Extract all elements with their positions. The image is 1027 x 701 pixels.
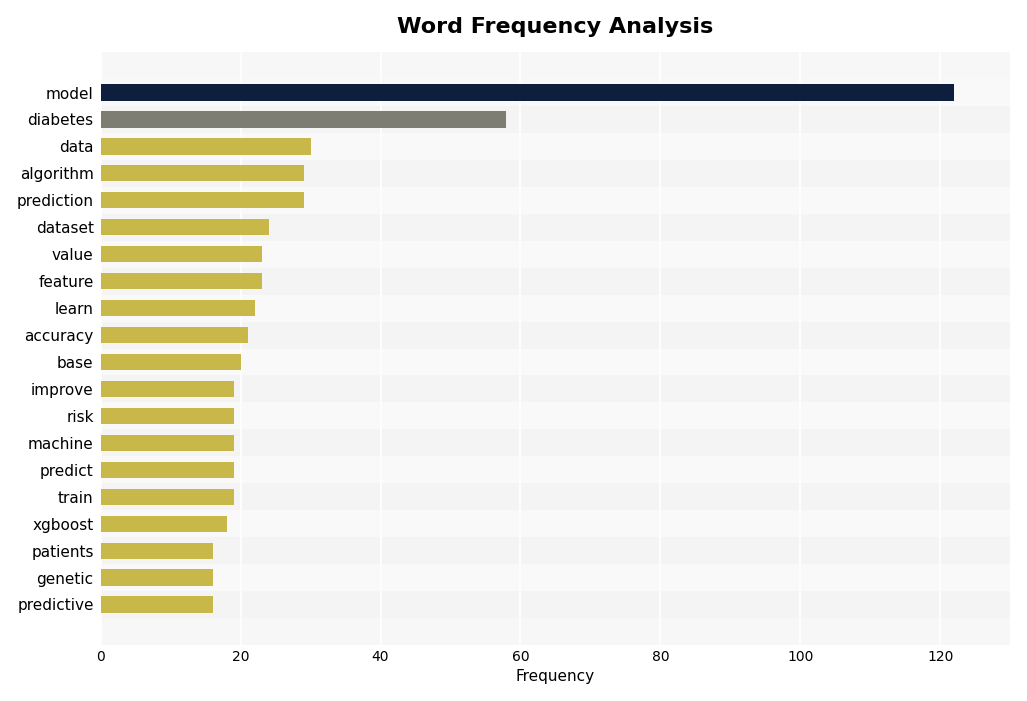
Bar [101,192,304,208]
Bar [101,510,1011,537]
Bar [101,381,233,397]
Bar [101,462,233,478]
Bar [101,564,1011,591]
Bar [101,111,506,128]
Bar [101,456,1011,483]
Bar [101,187,1011,214]
Bar [101,515,227,532]
Bar [101,435,233,451]
Bar [101,376,1011,402]
Bar [101,165,304,182]
Bar [101,322,1011,348]
Bar [101,268,1011,294]
X-axis label: Frequency: Frequency [516,669,595,684]
Bar [101,294,1011,322]
Bar [101,240,1011,268]
Bar [101,246,262,262]
Bar [101,273,262,290]
Bar [101,408,233,424]
Bar [101,79,1011,106]
Bar [101,402,1011,429]
Bar [101,348,1011,376]
Title: Word Frequency Analysis: Word Frequency Analysis [397,17,714,36]
Bar [101,591,1011,618]
Bar [101,429,1011,456]
Bar [101,597,213,613]
Bar [101,537,1011,564]
Bar [101,138,310,154]
Bar [101,219,268,236]
Bar [101,569,213,585]
Bar [101,489,233,505]
Bar [101,483,1011,510]
Bar [101,300,255,316]
Bar [101,327,248,343]
Bar [101,160,1011,187]
Bar [101,84,954,101]
Bar [101,354,240,370]
Bar [101,543,213,559]
Bar [101,133,1011,160]
Bar [101,106,1011,133]
Bar [101,214,1011,240]
